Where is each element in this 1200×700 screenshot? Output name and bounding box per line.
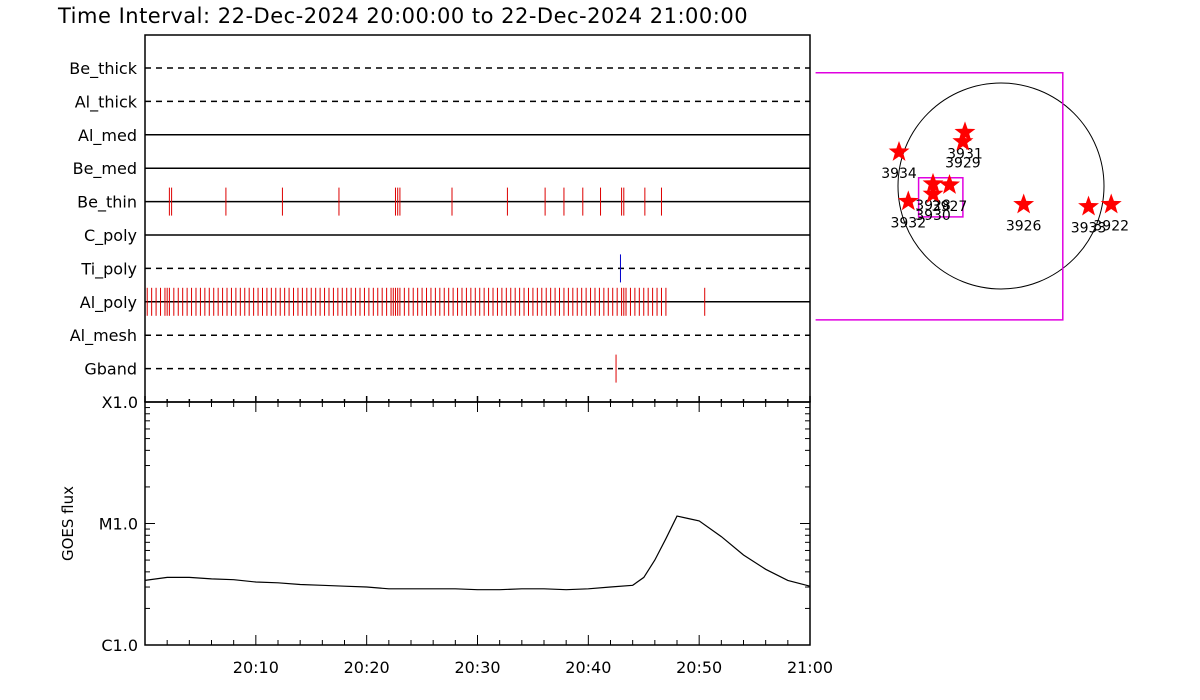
goes-x-tick-label: 20:40: [565, 658, 611, 677]
active-region-star: [922, 172, 944, 193]
active-region-label: 3931: [947, 146, 983, 162]
solar-disk: [897, 82, 1105, 290]
active-region-star: [954, 121, 976, 142]
goes-flux-line: [144, 515, 811, 591]
active-region-star: [952, 130, 974, 151]
active-region-star: [888, 141, 910, 161]
active-region-star: [1078, 195, 1099, 216]
goes-y-tick-label: M1.0: [99, 515, 138, 534]
goes-x-tick-label: 21:00: [787, 658, 833, 677]
chart-title: Time Interval: 22-Dec-2024 20:00:00 to 2…: [57, 4, 748, 28]
channel-label: Be_med: [73, 159, 137, 179]
active-region-star: [1100, 193, 1122, 214]
goes-y-tick-label: X1.0: [102, 393, 138, 412]
fov-box-small: [917, 177, 964, 218]
active-region-label: 3922: [1093, 219, 1129, 235]
event-timeline-panel: Be_thick Al_thick Al_med Be_med Be_thin C_pol…: [69, 34, 811, 403]
active-region-star: [922, 183, 944, 204]
channel-label: Al_poly: [80, 293, 137, 313]
fov-box-large: [815, 71, 1064, 321]
channel-label: Be_thick: [69, 59, 137, 79]
active-region-label: 3928: [915, 198, 951, 214]
active-region-label: 3927: [932, 199, 968, 215]
goes-x-tick-label: 20:20: [344, 658, 390, 677]
channel-label: Gband: [84, 360, 137, 379]
active-region-label: 3934: [881, 166, 917, 182]
channel-label: C_poly: [84, 226, 137, 246]
active-region-label: 3930: [915, 208, 951, 224]
goes-x-tick-label: 20:50: [676, 658, 722, 677]
goes-x-tick-label: 20:30: [454, 658, 500, 677]
channel-label: Ti_poly: [80, 259, 137, 279]
channel-label: Al_thick: [75, 92, 138, 112]
goes-flux-panel: C1.0 M1.0 X1.0 GOES flux 20:10 20:20 20:30 20:4…: [59, 393, 833, 677]
active-region-star: [1013, 193, 1035, 214]
channel-label: Al_med: [78, 126, 137, 146]
goes-frame: [144, 401, 811, 646]
active-region-label: 3926: [1006, 219, 1042, 235]
active-region-label: 3929: [945, 156, 981, 172]
goes-x-tick-label: 20:10: [233, 658, 279, 677]
channel-label: Al_mesh: [70, 326, 137, 346]
timeline-frame: [144, 34, 811, 403]
active-region-star: [939, 174, 960, 194]
channel-label: Be_thin: [77, 193, 137, 213]
active-region-label: 3932: [890, 215, 926, 231]
active-region-star: [897, 190, 919, 211]
goes-y-axis-label: GOES flux: [59, 486, 77, 561]
goes-y-tick-label: C1.0: [101, 636, 138, 655]
active-region-label: 3933: [1071, 221, 1107, 237]
